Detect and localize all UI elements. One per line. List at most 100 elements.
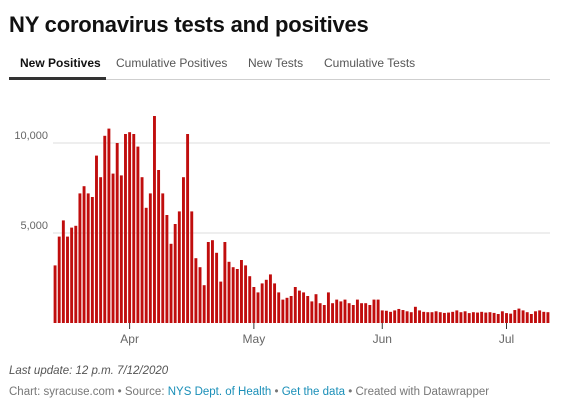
bar: [177, 211, 181, 323]
bar: [480, 311, 484, 323]
bar: [376, 299, 380, 323]
bar: [529, 314, 533, 323]
separator: •: [274, 386, 279, 398]
bar: [281, 299, 285, 323]
bar: [360, 303, 363, 323]
bar: [525, 312, 529, 323]
bar: [397, 308, 401, 323]
bar: [409, 312, 413, 323]
separator: •: [117, 386, 122, 398]
bar: [53, 265, 57, 323]
bar: [90, 197, 94, 323]
bar: [326, 292, 330, 323]
bar: [252, 287, 256, 323]
bar: [289, 296, 293, 323]
gridlines: [53, 142, 550, 234]
bar: [451, 311, 455, 323]
bar: [273, 283, 277, 323]
bar: [467, 313, 471, 323]
bar: [322, 305, 326, 323]
bar: [351, 305, 355, 323]
bar: [124, 134, 127, 323]
bar: [310, 301, 314, 323]
bar: [202, 285, 206, 323]
bar: [442, 312, 446, 323]
bar: [413, 306, 417, 323]
y-tick-label: 5,000: [20, 220, 48, 232]
bar: [405, 311, 409, 323]
bar: [496, 314, 500, 323]
get-data-link[interactable]: Get the data: [281, 386, 346, 398]
bar: [78, 193, 82, 323]
bar: [463, 311, 467, 323]
bar: [260, 283, 264, 323]
bar: [264, 279, 268, 323]
bar: [430, 312, 434, 323]
bar: [418, 310, 421, 323]
bar: [459, 312, 463, 323]
page-title: NY coronavirus tests and positives: [9, 12, 369, 37]
bar: [235, 269, 239, 323]
bar: [347, 303, 351, 323]
y-axis-ticks: 5,000 10,000: [14, 130, 48, 232]
bar: [471, 312, 475, 323]
bar: [103, 135, 107, 323]
bar: [111, 173, 115, 323]
bar: [447, 312, 450, 323]
bar: [509, 313, 513, 323]
x-axis-ticks: Apr May Jun Jul: [120, 323, 514, 346]
tab-new-tests[interactable]: New Tests: [248, 56, 304, 70]
bar: [219, 281, 223, 323]
bar: [380, 310, 384, 323]
bar: [521, 310, 525, 323]
source-prefix: Source:: [124, 386, 165, 398]
bar: [248, 276, 252, 323]
bar: [70, 227, 74, 323]
bar: [488, 312, 492, 323]
bar: [434, 311, 438, 323]
bar: [534, 311, 537, 323]
bar: [438, 312, 442, 323]
bar: [107, 128, 111, 323]
bar: [211, 240, 214, 323]
bar: [231, 267, 235, 323]
bar: [169, 243, 173, 323]
bar: [331, 303, 335, 323]
bar: [99, 177, 103, 323]
separator: •: [348, 386, 353, 398]
bar: [306, 296, 310, 323]
bar: [335, 299, 339, 323]
bar: [157, 170, 161, 323]
bar: [393, 310, 397, 323]
bar: [355, 299, 359, 323]
bar: [198, 267, 202, 323]
bar: [182, 177, 185, 323]
bar: [476, 312, 479, 323]
bar: [297, 290, 301, 323]
tab-cumulative-tests[interactable]: Cumulative Tests: [324, 56, 416, 70]
tab-new-positives[interactable]: New Positives: [20, 56, 101, 70]
bar: [140, 177, 144, 323]
bar: [268, 274, 272, 323]
tab-cumulative-positives[interactable]: Cumulative Positives: [116, 56, 228, 70]
bar: [227, 261, 231, 323]
bar: [368, 305, 372, 323]
bar: [161, 193, 165, 323]
bar: [194, 258, 198, 323]
bar: [256, 292, 260, 323]
bar: [285, 297, 289, 323]
bar: [128, 132, 132, 323]
bar: [426, 312, 430, 323]
bar: [173, 224, 177, 323]
x-tick-label: May: [243, 332, 266, 346]
bar: [115, 143, 119, 323]
bar: [277, 292, 281, 323]
bar: [74, 225, 78, 323]
source-link[interactable]: NYS Dept. of Health: [167, 386, 272, 398]
bar: [190, 211, 194, 323]
bar: [339, 301, 343, 323]
bar: [86, 193, 90, 323]
bar: [119, 175, 123, 323]
bar: [384, 310, 388, 323]
